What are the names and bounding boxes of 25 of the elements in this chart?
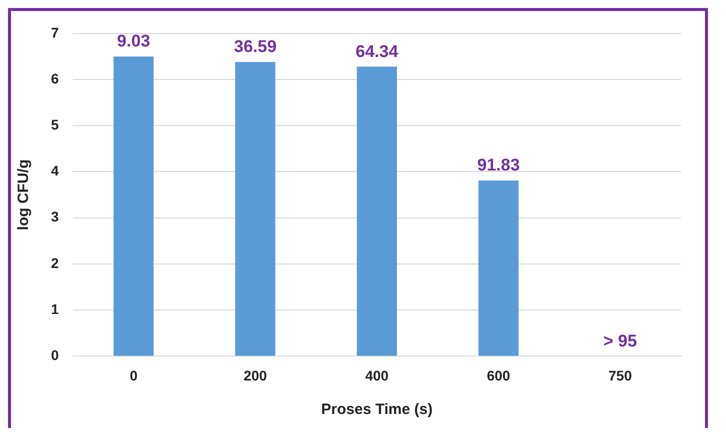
bar [235,62,276,356]
bar [114,56,154,356]
y-tick-label: 5 [50,116,59,132]
frame-border: Proses Time (s) log CFU/g 0 200 400 600 750 0 1 2 3 4 5 6 7 9.03 36.59 64.34 91.83 > 95 [8,8,708,428]
y-tick-label: 0 [50,347,59,364]
y-axis-title: log CFU/g [15,159,32,230]
x-tick-label: 750 [608,367,632,384]
annotation: 9.03 [117,32,150,51]
y-tick-label: 6 [50,70,59,86]
y-tick-label: 7 [50,24,59,40]
y-tick-label: 4 [50,162,59,179]
annotation: 64.34 [356,42,399,61]
bar [356,66,397,356]
y-tick-label: 2 [50,254,59,271]
y-tick-label: 1 [50,300,59,317]
x-axis-title: Proses Time (s) [321,401,433,418]
x-tick-label: 600 [486,367,510,384]
x-tick-label: 0 [130,367,138,384]
x-tick-label: 200 [244,367,268,384]
annotation: > 95 [603,331,637,350]
annotation: 36.59 [234,37,277,56]
y-tick-label: 3 [50,208,59,225]
annotation: 91.83 [477,156,520,175]
bar [478,180,519,356]
x-tick-label: 400 [365,367,389,384]
